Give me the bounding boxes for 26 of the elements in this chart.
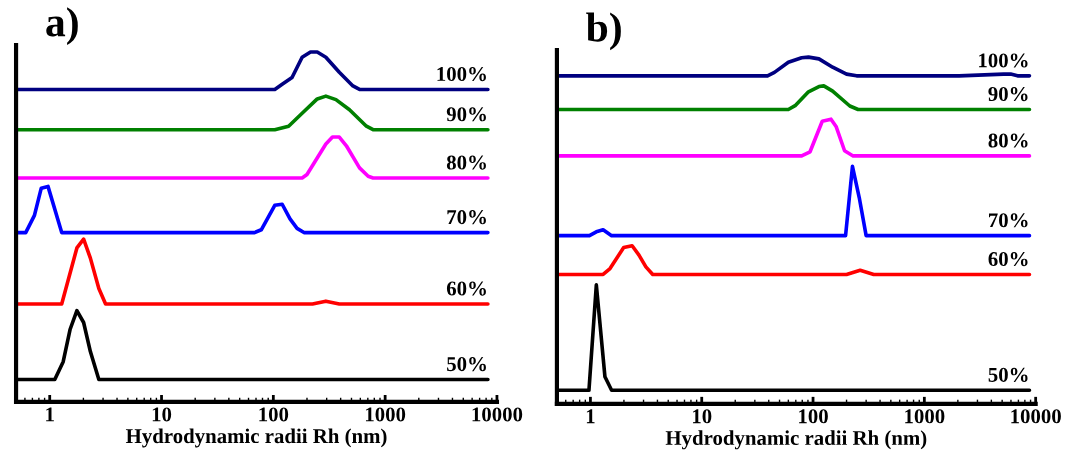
- series-label: 60%: [988, 252, 1028, 267]
- x-tick-label: 10000: [1011, 409, 1061, 424]
- x-tick-label: 10000: [472, 407, 523, 422]
- x-axis-title: Hydrodynamic radii Rh (nm): [665, 430, 927, 450]
- series-label: 80%: [988, 133, 1028, 148]
- chart-title: a): [46, 7, 78, 46]
- series-label: 100%: [437, 67, 486, 82]
- x-tick-label: 1000: [905, 409, 945, 424]
- series-label: 90%: [988, 87, 1028, 102]
- series-label: 50%: [447, 357, 486, 372]
- x-axis-title: Hydrodynamic radii Rh (nm): [125, 428, 387, 448]
- x-tick-label: 100: [259, 407, 289, 422]
- x-tick-label: 100: [799, 409, 828, 424]
- series-label: 70%: [989, 213, 1028, 228]
- x-tick-label: 1000: [365, 407, 406, 422]
- x-tick-label: 10: [692, 409, 712, 424]
- x-tick-label: 1: [46, 407, 54, 422]
- x-tick-label: 1: [586, 409, 595, 424]
- x-tick-label: 10: [152, 407, 172, 422]
- series-label: 60%: [446, 281, 486, 296]
- series-label: 80%: [446, 155, 486, 170]
- series-label: 90%: [446, 107, 486, 122]
- series-label: 100%: [979, 53, 1028, 68]
- chart-title: b): [586, 12, 621, 51]
- series-label: 50%: [988, 367, 1028, 382]
- series-label: 70%: [447, 210, 486, 225]
